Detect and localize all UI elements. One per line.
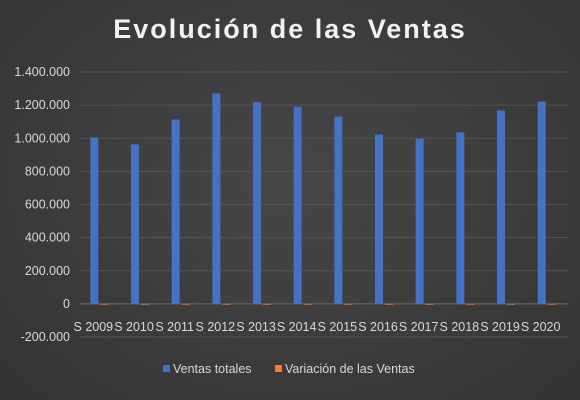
x-tick-label: S 2018 — [440, 320, 480, 334]
legend-swatch — [163, 365, 170, 372]
x-tick-label: S 2011 — [155, 320, 194, 334]
y-axis-tick-labels: -200.000 0 200.000 400.000 600.000 800.000 1.0… — [14, 65, 70, 344]
y-tick-label: 200.000 — [25, 264, 70, 278]
y-tick-label: -200.000 — [21, 330, 70, 344]
chart-title: Evolución de las Ventas — [113, 14, 467, 44]
bar-variacion-ventas — [141, 303, 149, 305]
x-tick-label: S 2012 — [196, 320, 236, 334]
bar-ventas-totales — [456, 132, 465, 304]
bar-ventas-totales — [415, 138, 424, 304]
y-tick-label: 600.000 — [25, 198, 70, 212]
legend-swatch — [275, 365, 282, 372]
y-tick-label: 1.000.000 — [14, 131, 70, 145]
x-tick-label: S 2013 — [236, 320, 276, 334]
legend: Ventas totales Variación de las Ventas — [163, 362, 415, 376]
legend-label: Variación de las Ventas — [285, 362, 415, 376]
x-tick-label: S 2017 — [399, 320, 439, 334]
x-tick-label: S 2014 — [277, 320, 317, 334]
legend-label: Ventas totales — [173, 362, 252, 376]
bar-ventas-totales — [293, 106, 302, 304]
gridlines — [80, 71, 568, 338]
y-tick-label: 0 — [63, 297, 70, 311]
bar-ventas-totales — [375, 134, 383, 304]
y-tick-label: 1.400.000 — [14, 65, 70, 79]
x-tick-label: S 2010 — [114, 320, 154, 334]
bar-ventas-totales — [212, 93, 221, 304]
bar-ventas-totales — [253, 102, 261, 304]
x-axis-tick-labels: S 2009 S 2010 S 2011 S 2012 S 2013 S 2014 S 20… — [74, 320, 561, 334]
bar-variacion-ventas — [385, 303, 393, 305]
bars — [90, 93, 556, 305]
x-tick-label: S 2016 — [358, 320, 398, 334]
bar-variacion-ventas — [263, 303, 271, 305]
x-tick-label: S 2020 — [521, 320, 561, 334]
x-tick-label: S 2009 — [74, 320, 114, 334]
bar-variacion-ventas — [222, 303, 231, 305]
bar-ventas-totales — [131, 144, 139, 304]
bar-variacion-ventas — [425, 303, 434, 305]
x-tick-label: S 2019 — [480, 320, 520, 334]
bar-variacion-ventas — [100, 303, 109, 305]
bar-ventas-totales — [90, 137, 99, 304]
bar-ventas-totales — [497, 110, 505, 304]
bar-variacion-ventas — [507, 303, 515, 305]
y-tick-label: 1.200.000 — [14, 98, 70, 112]
y-tick-label: 800.000 — [25, 164, 70, 178]
y-tick-label: 400.000 — [25, 231, 70, 245]
x-tick-label: S 2015 — [318, 320, 358, 334]
bar-variacion-ventas — [344, 303, 353, 305]
bar-ventas-totales — [334, 116, 343, 304]
bar-variacion-ventas — [466, 303, 475, 305]
bar-variacion-ventas — [547, 303, 556, 305]
bar-ventas-totales — [171, 119, 180, 304]
bar-ventas-totales — [537, 101, 546, 304]
bar-variacion-ventas — [181, 303, 190, 305]
bar-variacion-ventas — [303, 303, 312, 305]
